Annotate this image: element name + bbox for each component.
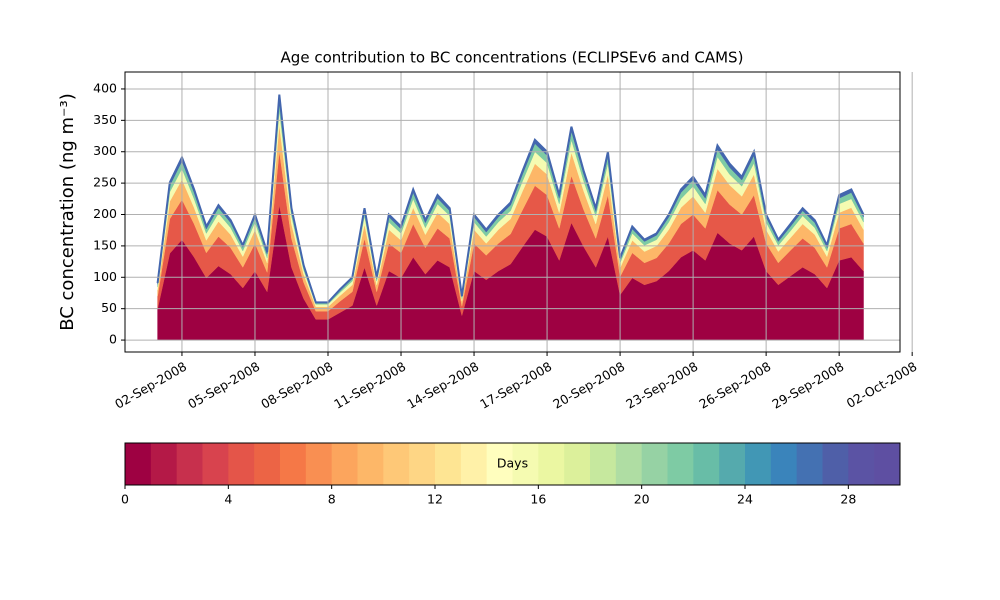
colorbar-bin (486, 443, 513, 485)
colorbar-tick-label: 28 (840, 492, 856, 507)
y-tick-label: 100 (93, 269, 117, 284)
x-tick-label: 14-Sep-2008 (404, 359, 481, 412)
colorbar-bin (331, 443, 358, 485)
colorbar-bin (719, 443, 746, 485)
colorbar-tick-label: 20 (634, 492, 650, 507)
colorbar-tick-label: 12 (427, 492, 443, 507)
colorbar-bin (615, 443, 643, 485)
colorbar-bin (641, 443, 668, 485)
colorbar-bin (770, 443, 798, 485)
x-tick-label: 02-Sep-2008 (112, 359, 189, 412)
colorbar-bin (693, 443, 720, 485)
colorbar-bin (564, 443, 591, 485)
x-tick-label: 17-Sep-2008 (477, 359, 554, 412)
plot-frame (124, 71, 901, 353)
top-outline (156, 94, 865, 304)
colorbar-bin (125, 443, 152, 485)
colorbar-tick-label: 24 (737, 492, 753, 507)
y-tick-label: 0 (109, 332, 117, 347)
colorbar-bin (512, 443, 539, 485)
colorbar-bin (150, 443, 178, 485)
colorbar-bin (176, 443, 203, 485)
x-tick-label: 26-Sep-2008 (696, 359, 773, 412)
x-tick-label: 08-Sep-2008 (258, 359, 335, 412)
colorbar-bin (848, 443, 875, 485)
colorbar-bin (667, 443, 694, 485)
y-tick-label: 350 (93, 112, 117, 127)
colorbar-bin (822, 443, 849, 485)
colorbar-label: Days (497, 456, 528, 471)
colorbar-bin (409, 443, 436, 485)
y-tick-label: 400 (93, 80, 117, 95)
colorbar-bin (460, 443, 488, 485)
colorbar-bin (874, 443, 901, 485)
colorbar-bin (590, 443, 617, 485)
x-tick-label: 11-Sep-2008 (331, 359, 408, 412)
colorbar-bin (538, 443, 565, 485)
colorbar-tick-label: 4 (224, 492, 232, 507)
y-tick-label: 50 (101, 300, 117, 315)
chart-title: Age contribution to BC concentrations (E… (281, 49, 744, 67)
colorbar-tick-label: 8 (328, 492, 336, 507)
x-tick-label: 02-Oct-2008 (844, 359, 920, 411)
y-tick-label: 200 (93, 206, 117, 221)
y-axis-label: BC concentration (ng m⁻³) (57, 93, 78, 331)
colorbar-bin (228, 443, 255, 485)
y-tick-label: 300 (93, 143, 117, 158)
colorbar-bin (305, 443, 333, 485)
colorbar-tick-label: 16 (530, 492, 546, 507)
x-tick-label: 29-Sep-2008 (769, 359, 846, 412)
colorbar-frame (124, 442, 901, 486)
x-tick-label: 05-Sep-2008 (185, 359, 262, 412)
y-tick-label: 250 (93, 175, 117, 190)
colorbar-bin (796, 443, 823, 485)
x-tick-label: 23-Sep-2008 (623, 359, 700, 412)
colorbar-bin (383, 443, 410, 485)
colorbar-bin (745, 443, 772, 485)
y-tick-label: 150 (93, 237, 117, 252)
colorbar-bin (435, 443, 462, 485)
colorbar-bin (202, 443, 229, 485)
colorbar-tick-label: 0 (121, 492, 129, 507)
colorbar-bin (357, 443, 384, 485)
x-tick-label: 20-Sep-2008 (550, 359, 627, 412)
colorbar-bin (254, 443, 281, 485)
colorbar-bin (280, 443, 307, 485)
